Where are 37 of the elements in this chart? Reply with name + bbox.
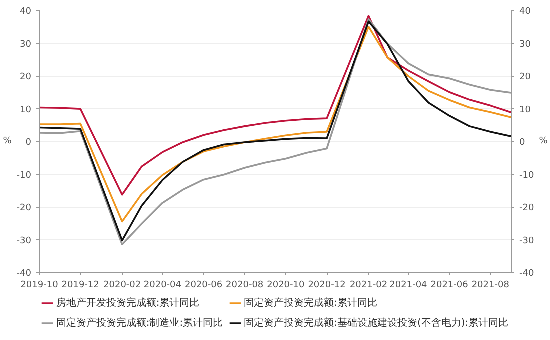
- y2-tick-label: -10: [520, 170, 534, 181]
- y2-tick-label: 40: [520, 7, 532, 17]
- x-tick-label: 2020-08: [226, 280, 264, 290]
- y2-tick-label: 0: [520, 138, 526, 148]
- y2-axis-title: %: [539, 136, 548, 146]
- y-tick-label: 20: [20, 72, 32, 82]
- y-tick-label: 40: [20, 7, 32, 17]
- x-tick-label: 2021-04: [390, 280, 428, 290]
- x-tick-label: 2019-10: [20, 280, 59, 290]
- y-tick-label: -40: [16, 269, 32, 279]
- x-tick-label: 2020-10: [267, 280, 306, 290]
- x-tick-label: 2020-12: [308, 280, 346, 290]
- y2-tick-label: 10: [520, 105, 532, 116]
- y2-tick-label: -40: [520, 269, 534, 279]
- x-tick-label: 2021-06: [430, 280, 469, 290]
- y-tick-label: 0: [26, 138, 32, 148]
- x-tick-label: 2020-02: [104, 280, 142, 290]
- legend-label: 固定资产投资完成额:制造业:累计同比: [56, 316, 224, 330]
- line-series: [40, 15, 512, 196]
- x-tick-label: 2021-02: [350, 280, 388, 290]
- y-tick-label: -30: [16, 236, 32, 246]
- legend-label: 固定资产投资完成额:累计同比: [244, 296, 378, 310]
- y-tick-label: 10: [20, 105, 32, 116]
- legend-label: 房地产开发投资完成额:累计同比: [56, 296, 200, 310]
- y-axis-title: %: [3, 136, 12, 146]
- y-tick-label: -20: [16, 204, 32, 214]
- y2-tick-label: 30: [520, 40, 532, 50]
- x-tick-label: 2020-06: [184, 280, 223, 290]
- x-tick-label: 2019-12: [62, 280, 100, 290]
- y2-tick-label: 20: [520, 72, 532, 82]
- x-tick-label: 2021-08: [472, 280, 510, 290]
- y-tick-label: -10: [16, 170, 32, 181]
- y-tick-label: 30: [20, 40, 32, 50]
- legend-label: 固定资产投资完成额:基础设施建设投资(不含电力):累计同比: [244, 316, 509, 330]
- x-tick-label: 2020-04: [144, 280, 182, 290]
- y2-tick-label: -30: [520, 236, 534, 246]
- y2-tick-label: -20: [520, 204, 534, 214]
